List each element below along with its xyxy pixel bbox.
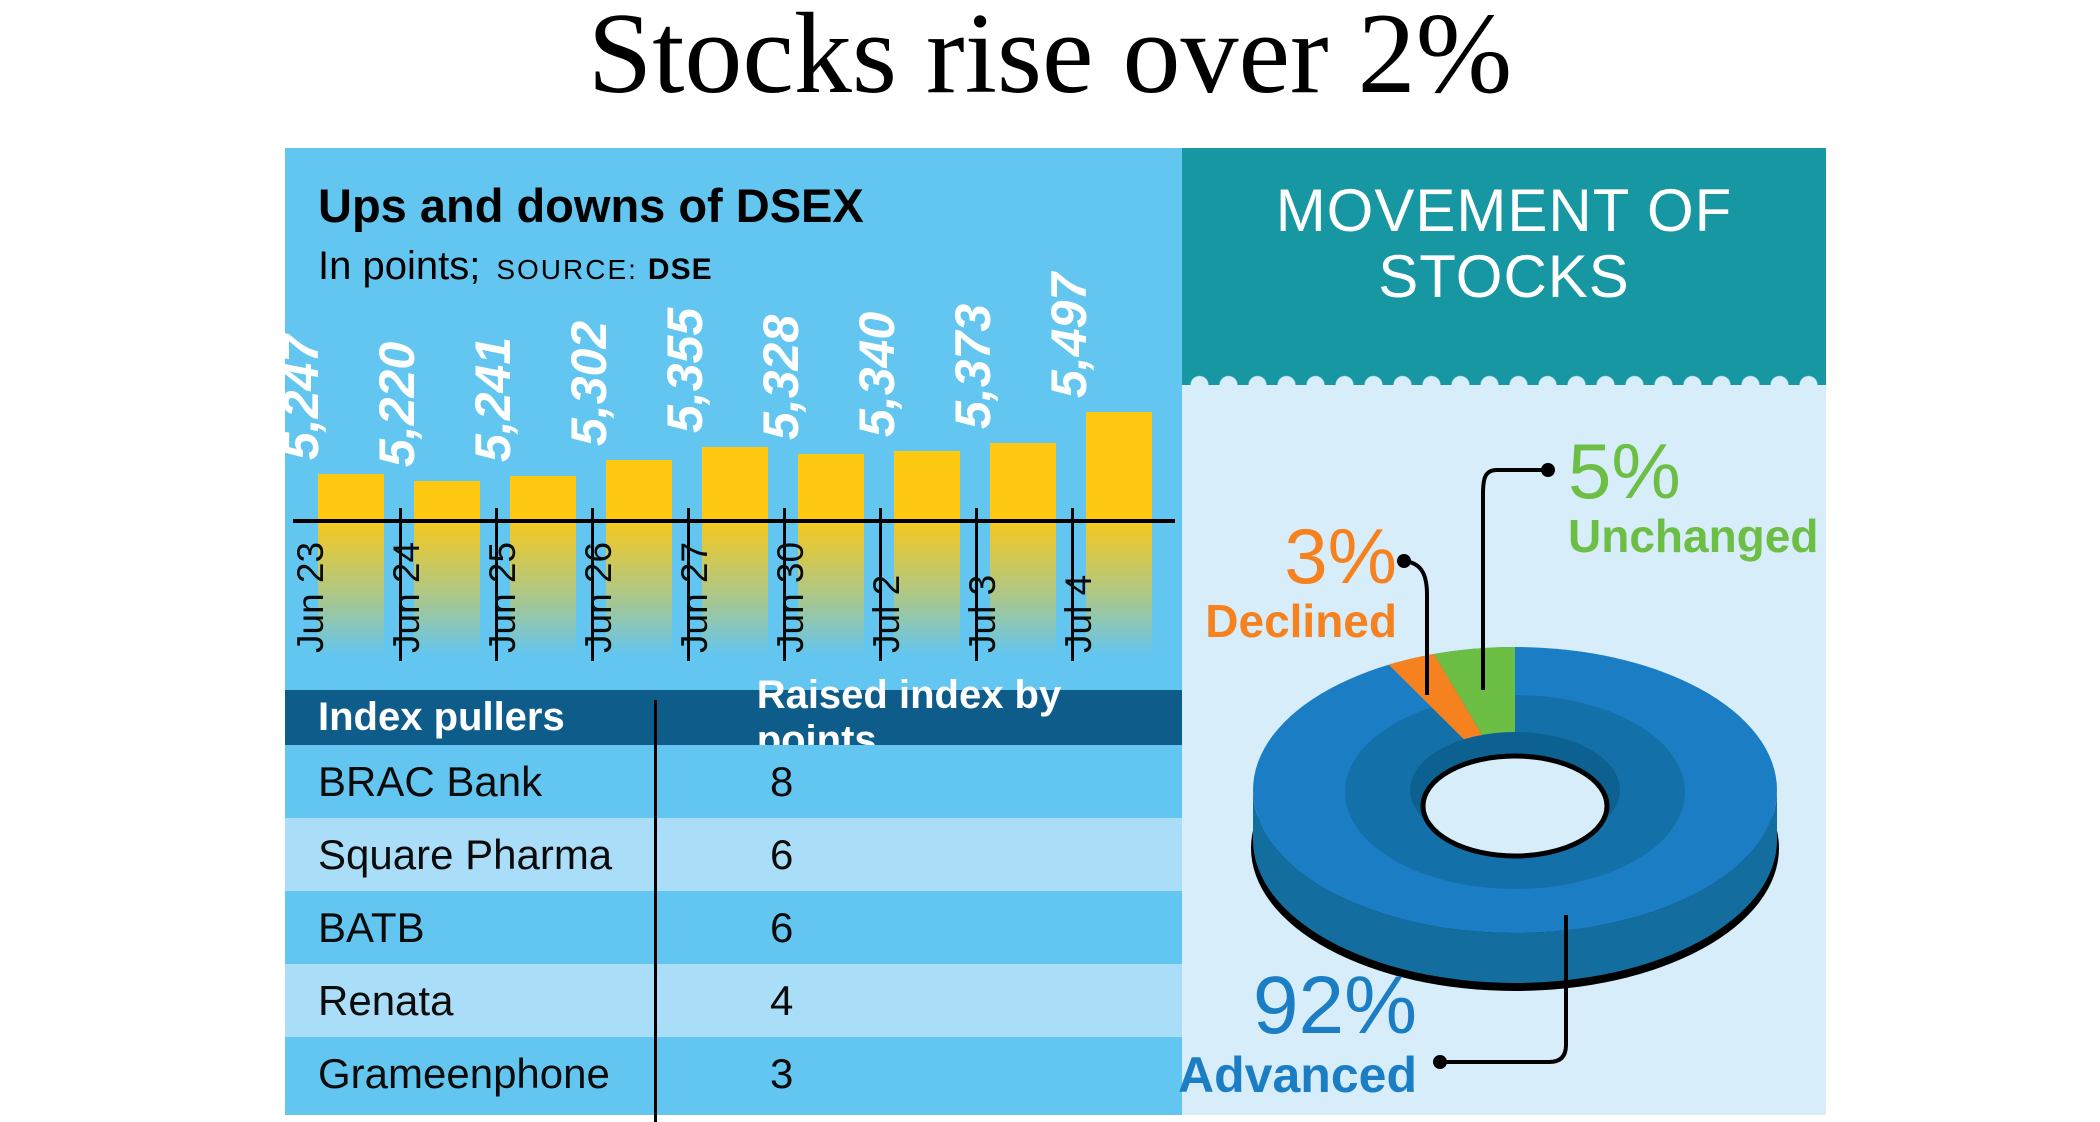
bar-fade-0 <box>318 521 384 661</box>
table-row: BATB 6 <box>285 891 1182 964</box>
bar-jul-3 <box>990 443 1056 521</box>
scalloped-edge <box>1182 375 1826 395</box>
bar-fade-8 <box>1086 521 1152 661</box>
bar-fade-7 <box>990 521 1056 661</box>
bar-jul-2 <box>894 451 960 521</box>
bar-fade-6 <box>894 521 960 661</box>
cell-company: Square Pharma <box>318 830 613 878</box>
bar-jun-26 <box>606 460 672 521</box>
table-column-divider <box>654 700 657 1122</box>
bar-fade-4 <box>702 521 768 661</box>
axis-tick <box>1071 508 1074 661</box>
cell-points: 3 <box>770 1049 794 1097</box>
bar-date-label: Jul 4 <box>1058 574 1099 653</box>
axis-tick <box>687 508 690 661</box>
bar-date-label: Jun 23 <box>290 541 331 653</box>
axis-tick <box>399 508 402 661</box>
callout-dot-declined <box>1397 554 1411 568</box>
advanced-percent: 92% <box>1252 960 1417 1051</box>
axis-tick <box>495 508 498 661</box>
bar-fade-2 <box>510 521 576 661</box>
bar-date-label: Jul 2 <box>866 574 907 653</box>
bar-fade-1 <box>414 521 480 661</box>
table-row: Grameenphone 3 <box>285 1037 1182 1110</box>
movement-panel: MOVEMENT OF STOCKS 3% Declined 5% Unchan… <box>1178 148 1826 1115</box>
donut-side <box>1253 790 1777 983</box>
callout-dot-advanced <box>1433 1055 1447 1069</box>
source-label: SOURCE: <box>496 254 638 285</box>
bar-value-label: 5,497 <box>1041 272 1097 398</box>
bar-jun-27 <box>702 447 768 521</box>
bar-fade-3 <box>606 521 672 661</box>
x-axis-line <box>293 519 1175 523</box>
bar-value-label: 5,340 <box>849 311 905 437</box>
bar-date-label: Jun 25 <box>482 541 523 653</box>
label-advanced: 92% Advanced <box>1178 960 1417 1103</box>
callout-line-advanced <box>1444 915 1568 1064</box>
declined-name: Declined <box>1205 595 1397 647</box>
donut-hole-floor <box>1420 753 1610 859</box>
bar-value-label: 5,241 <box>465 336 521 462</box>
unchanged-percent: 5% <box>1568 427 1681 515</box>
callout-line-unchanged <box>1481 468 1548 690</box>
movement-title: MOVEMENT OF STOCKS <box>1182 178 1826 310</box>
axis-tick <box>783 508 786 661</box>
bar-value-label: 5,328 <box>753 314 809 440</box>
table-row: Renata 4 <box>285 964 1182 1037</box>
page-title: Stocks rise over 2% <box>587 0 1513 118</box>
movement-donut-chart <box>1251 463 1779 1069</box>
bar-jul-4 <box>1086 412 1152 521</box>
table-header-index-pullers: Index pullers <box>318 695 565 739</box>
label-declined: 3% Declined <box>1205 516 1397 646</box>
bar-jun-30 <box>798 454 864 521</box>
table-row: BRAC Bank 8 <box>285 745 1182 818</box>
axis-tick <box>879 508 882 661</box>
bar-date-label: Jun 27 <box>674 541 715 653</box>
callout-dot-unchanged <box>1541 463 1555 477</box>
table-header-row: Index pullers Raised index by points <box>285 673 1182 762</box>
bar-date-label: Jun 30 <box>770 541 811 653</box>
advanced-name: Advanced <box>1178 1047 1417 1103</box>
cell-company: BATB <box>318 903 425 951</box>
table-row: Square Pharma 6 <box>285 818 1182 891</box>
axis-tick <box>975 508 978 661</box>
bar-jun-24 <box>414 481 480 521</box>
movement-title-line1: MOVEMENT OF <box>1275 177 1733 244</box>
bar-fade-5 <box>798 521 864 661</box>
cell-company: BRAC Bank <box>318 757 543 805</box>
label-unchanged: 5% Unchanged <box>1568 431 1818 561</box>
source-value: DSE <box>647 253 713 286</box>
movement-header-band: MOVEMENT OF STOCKS <box>1182 148 1826 395</box>
declined-percent: 3% <box>1284 512 1397 600</box>
bar-chart-subtitle: In points; SOURCE: DSE <box>318 244 713 289</box>
bar-chart-title: Ups and downs of DSEX <box>318 179 864 232</box>
cell-company: Grameenphone <box>318 1049 610 1097</box>
movement-title-line2: STOCKS <box>1378 243 1630 310</box>
bar-value-label: 5,220 <box>369 341 425 467</box>
bar-jun-25 <box>510 476 576 521</box>
bar-jun-23 <box>318 474 384 521</box>
unchanged-name: Unchanged <box>1568 510 1819 562</box>
cell-points: 8 <box>770 757 794 805</box>
axis-tick <box>591 508 594 661</box>
bar-value-label: 5,247 <box>273 334 329 460</box>
bar-value-label: 5,373 <box>945 303 1001 429</box>
bar-date-label: Jun 24 <box>386 541 427 653</box>
bar-value-label: 5,302 <box>561 320 617 446</box>
cell-points: 4 <box>770 976 794 1024</box>
cell-points: 6 <box>770 830 794 878</box>
unit-note: In points; <box>318 244 481 288</box>
cell-company: Renata <box>318 976 454 1024</box>
bar-date-label: Jun 26 <box>578 541 619 653</box>
dsex-panel: Ups and downs of DSEX In points; SOURCE:… <box>273 148 1182 1122</box>
cell-points: 6 <box>770 903 794 951</box>
bar-date-label: Jul 3 <box>962 574 1003 653</box>
bar-value-label: 5,355 <box>657 307 713 433</box>
